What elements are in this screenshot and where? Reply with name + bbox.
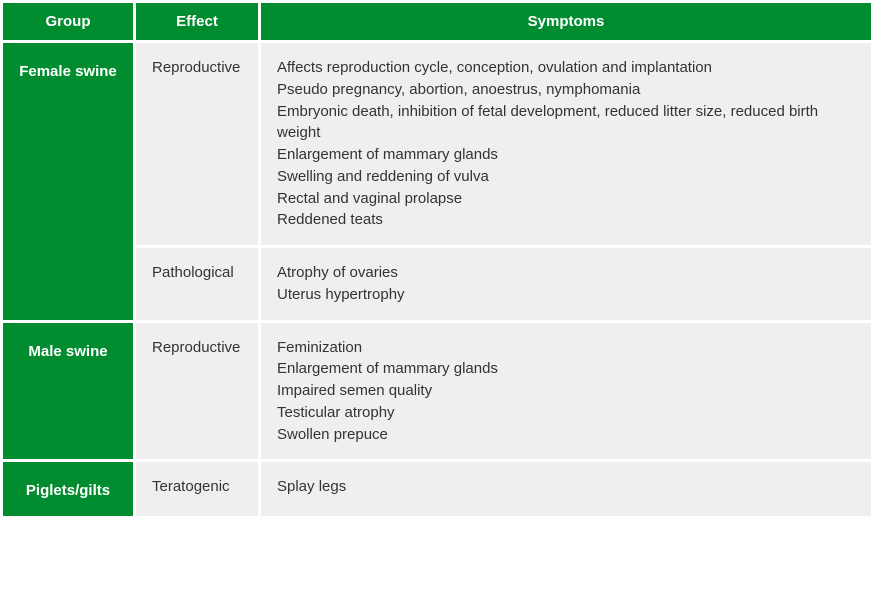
table-header-row: Group Effect Symptoms — [3, 3, 871, 40]
symptoms-cell: Atrophy of ovariesUterus hypertrophy — [261, 248, 871, 320]
symptom-line: Swollen prepuce — [277, 424, 855, 446]
symptom-line: Rectal and vaginal prolapse — [277, 188, 855, 210]
symptom-line: Splay legs — [277, 476, 855, 498]
effect-cell: Pathological — [136, 248, 258, 320]
group-cell: Piglets/gilts — [3, 462, 133, 516]
table-body: Female swineReproductive Affects reproduc… — [3, 43, 871, 516]
table-row: Female swineReproductiveAffects reproduc… — [3, 43, 871, 245]
symptom-line: Impaired semen quality — [277, 380, 855, 402]
symptom-line: Feminization — [277, 337, 855, 359]
symptoms-cell: Affects reproduction cycle, conception, … — [261, 43, 871, 245]
symptom-line: Affects reproduction cycle, conception, … — [277, 57, 855, 79]
table-row: Male swineReproductiveFeminizationEnlarg… — [3, 323, 871, 460]
group-cell: Female swine — [3, 43, 133, 320]
symptom-line: Reddened teats — [277, 209, 855, 231]
table-row: PathologicalAtrophy of ovariesUterus hyp… — [3, 248, 871, 320]
symptom-line: Testicular atrophy — [277, 402, 855, 424]
effect-cell: Reproductive — [136, 323, 258, 460]
symptoms-cell: Splay legs — [261, 462, 871, 516]
col-header-group: Group — [3, 3, 133, 40]
group-cell: Male swine — [3, 323, 133, 460]
symptom-line: Pseudo pregnancy, abortion, anoestrus, n… — [277, 79, 855, 101]
table-row: Piglets/giltsTeratogenic Splay legs — [3, 462, 871, 516]
symptom-line: Enlargement of mammary glands — [277, 358, 855, 380]
effect-cell: Reproductive — [136, 43, 258, 245]
symptom-line: Enlargement of mammary glands — [277, 144, 855, 166]
symptom-line: Uterus hypertrophy — [277, 284, 855, 306]
symptom-line: Embryonic death, inhibition of fetal dev… — [277, 101, 855, 145]
symptom-line: Atrophy of ovaries — [277, 262, 855, 284]
col-header-symptoms: Symptoms — [261, 3, 871, 40]
symptoms-table: Group Effect Symptoms Female swineReprod… — [0, 0, 874, 519]
col-header-effect: Effect — [136, 3, 258, 40]
symptoms-cell: FeminizationEnlargement of mammary gland… — [261, 323, 871, 460]
effect-cell: Teratogenic — [136, 462, 258, 516]
symptom-line: Swelling and reddening of vulva — [277, 166, 855, 188]
